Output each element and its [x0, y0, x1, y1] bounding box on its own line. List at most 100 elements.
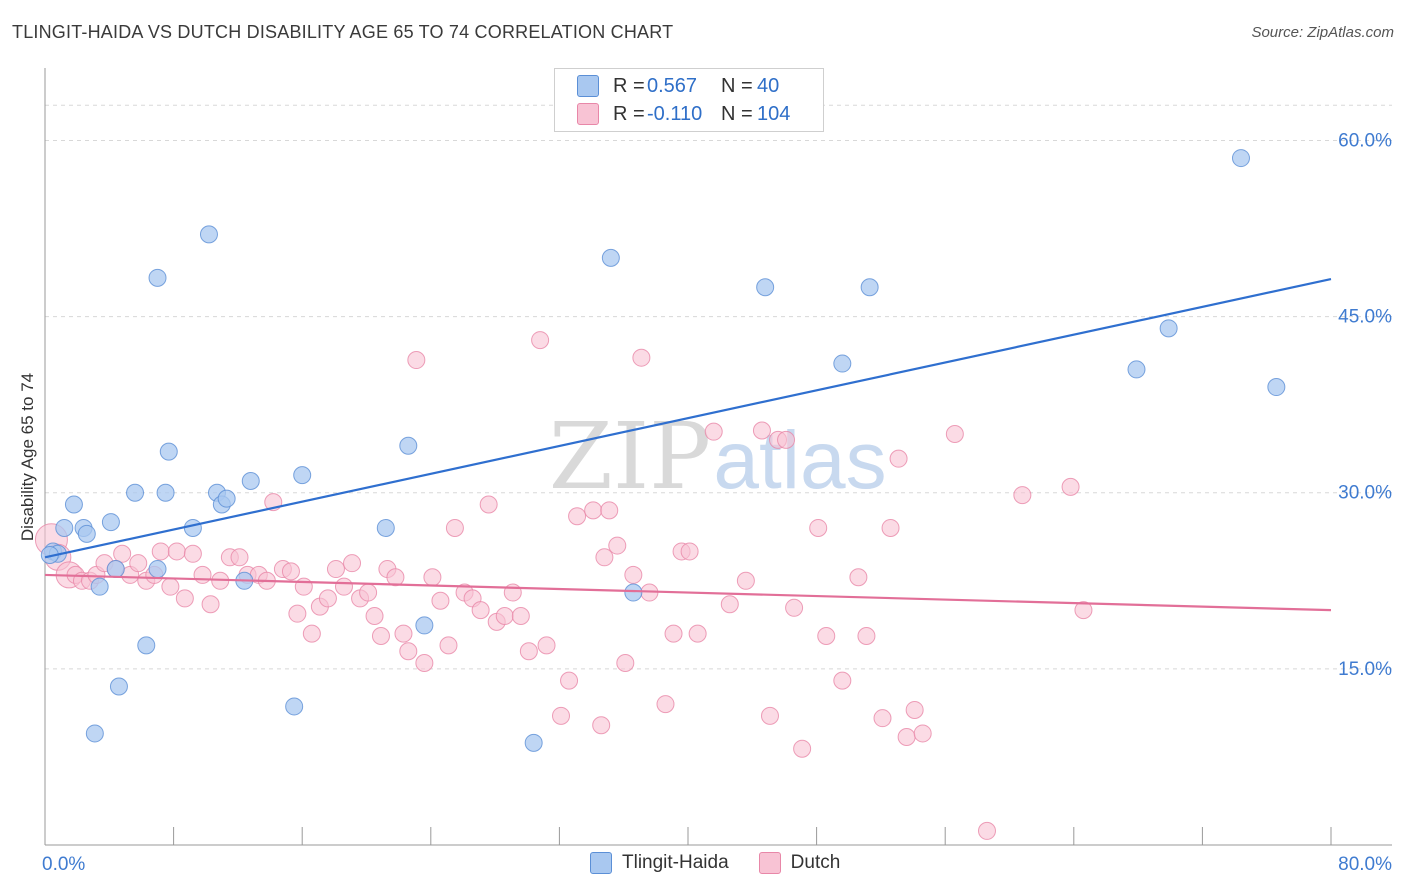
tlingit-haida-point [376, 518, 395, 537]
dutch-point [399, 642, 418, 661]
dutch-point [445, 518, 464, 537]
dutch-point [809, 518, 828, 537]
tlingit-haida-point [77, 524, 96, 543]
dutch-point [704, 422, 723, 441]
dutch-point [394, 624, 413, 643]
tlingit-haida-point [241, 471, 260, 490]
dutch-point [129, 554, 148, 573]
dutch-point [161, 577, 180, 596]
legend-row-tlingit-haida: R = 0.567 N = 40 [577, 72, 779, 100]
dutch-point [584, 501, 603, 520]
dutch-point [616, 653, 635, 672]
tlingit-haida-point [156, 483, 175, 502]
dutch-point [407, 351, 426, 370]
tlingit-haida-point [624, 583, 643, 602]
tlingit-haida-point [90, 577, 109, 596]
tlingit-haida-point [101, 513, 120, 532]
tlingit-haida-point [109, 677, 128, 696]
dutch-point [439, 636, 458, 655]
dutch-point [1013, 486, 1032, 505]
dutch-point [881, 518, 900, 537]
correlation-legend: R = 0.567 N = 40 R = -0.110 N = 104 [554, 68, 824, 132]
legend-swatch-dutch [758, 852, 781, 874]
dutch-point [608, 536, 627, 555]
legend-item-tlingit-haida: Tlingit-Haida [590, 852, 729, 874]
tlingit-haida-point [55, 518, 74, 537]
tlingit-haida-point [1159, 319, 1178, 338]
dutch-point [359, 583, 378, 602]
dutch-point [415, 653, 434, 672]
dutch-point [175, 589, 194, 608]
tlingit-haida-point [148, 560, 167, 579]
dutch-point [913, 724, 932, 743]
dutch-point [1074, 601, 1093, 620]
tlingit-haida-point [399, 436, 418, 455]
tlingit-haida-point [85, 724, 104, 743]
legend-n-value: 40 [757, 74, 780, 97]
y-tick-label: 60.0% [1338, 130, 1392, 151]
dutch-point [680, 542, 699, 561]
dutch-point [537, 636, 556, 655]
dutch-point [552, 706, 571, 725]
dutch-point [201, 595, 220, 614]
dutch-point [897, 727, 916, 746]
legend-n-label: N = [721, 102, 753, 125]
dutch-point [873, 709, 892, 728]
series-legend: Tlingit-Haida Dutch [590, 852, 870, 874]
tlingit-haida-point [1231, 149, 1250, 168]
chart-title: TLINGIT-HAIDA VS DUTCH DISABILITY AGE 65… [12, 22, 674, 42]
dutch-point [471, 601, 490, 620]
dutch-point [817, 626, 836, 645]
tlingit-haida-point [159, 442, 178, 461]
tlingit-haida-point [860, 278, 879, 297]
dutch-point [624, 565, 643, 584]
legend-swatch-dutch [577, 103, 599, 125]
dutch-point [511, 607, 530, 626]
dutch-point [560, 671, 579, 690]
legend-r-value: 0.567 [647, 74, 698, 97]
dutch-point [281, 562, 300, 581]
tlingit-haida-point [601, 248, 620, 267]
dutch-point [568, 507, 587, 526]
legend-swatch-tlingit-haida [577, 75, 599, 97]
tick-labels: 15.0% 30.0% 45.0% 60.0% 0.0% 80.0% Disability … [18, 130, 1392, 875]
dutch-point [193, 565, 212, 584]
y-tick-label: 15.0% [1338, 659, 1392, 680]
tlingit-haida-points [40, 149, 1286, 752]
dutch-point [371, 626, 390, 645]
x-tick-label: 80.0% [1338, 854, 1392, 875]
legend-item-dutch: Dutch [758, 852, 840, 874]
dutch-point [113, 544, 132, 563]
dutch-point [632, 348, 651, 367]
tlingit-haida-point [148, 268, 167, 287]
legend-r-label: R = [613, 102, 645, 125]
tlingit-haida-point [217, 489, 236, 508]
legend-n-value: 104 [757, 102, 791, 125]
tlingit-haida-point [415, 616, 434, 635]
dutch-point [592, 716, 611, 735]
tlingit-haida-point [137, 636, 156, 655]
dutch-point [326, 560, 345, 579]
dutch-point [1061, 477, 1080, 496]
dutch-point [656, 695, 675, 714]
dutch-points [34, 331, 1093, 840]
dutch-point [519, 642, 538, 661]
dutch-point [343, 554, 362, 573]
dutch-point [777, 430, 796, 449]
dutch-point [833, 671, 852, 690]
tlingit-haida-point [106, 560, 125, 579]
dutch-point [736, 571, 755, 590]
dutch-point [288, 604, 307, 623]
tlingit-haida-point [183, 518, 202, 537]
dutch-point [688, 624, 707, 643]
y-tick-label: 45.0% [1338, 307, 1392, 328]
source-label: Source: ZipAtlas.com [1251, 24, 1394, 41]
tlingit-haida-point [64, 495, 83, 514]
dutch-point [230, 548, 249, 567]
dutch-point [479, 495, 498, 514]
dutch-point [793, 739, 812, 758]
trend-lines [44, 277, 1332, 612]
legend-n-label: N = [721, 74, 753, 97]
legend-r-value: -0.110 [647, 102, 703, 125]
dutch-point [977, 821, 996, 840]
